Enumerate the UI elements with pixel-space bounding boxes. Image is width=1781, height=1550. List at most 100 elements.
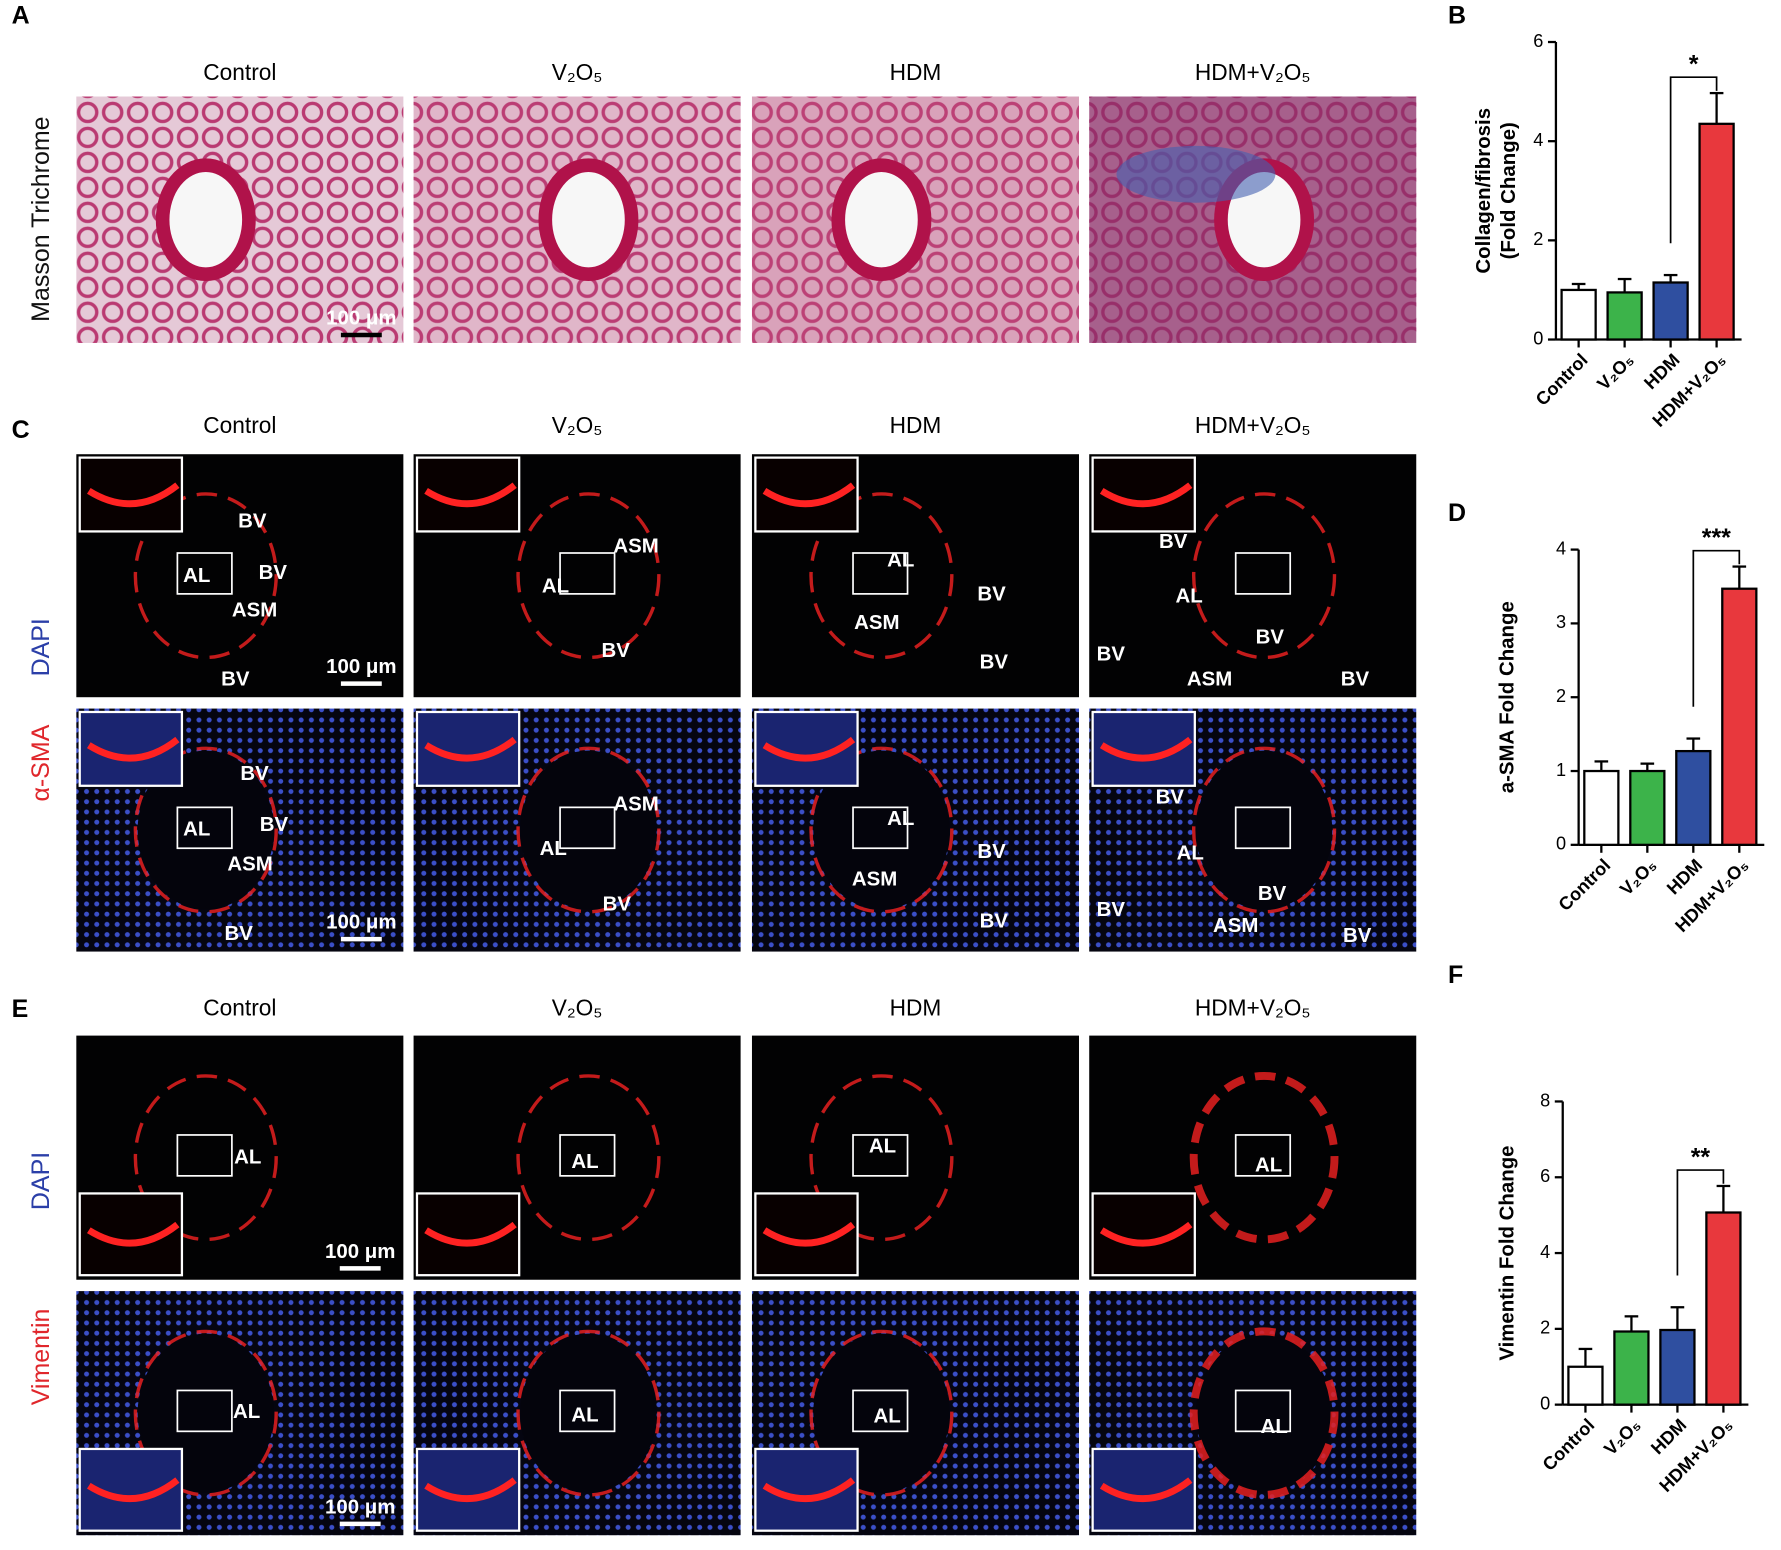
micrograph xyxy=(751,1035,1079,1280)
structure-label: BV xyxy=(1159,531,1188,553)
roi-box xyxy=(852,552,909,595)
inset-signal xyxy=(762,1221,856,1247)
micrograph xyxy=(413,1035,741,1280)
y-axis-label: a-SMA Fold Change xyxy=(1497,601,1519,793)
structure-label: BV xyxy=(225,923,254,945)
inset-signal xyxy=(762,482,856,508)
airway xyxy=(538,158,639,282)
structure-label: ASM xyxy=(1187,669,1232,691)
roi-box xyxy=(852,1134,909,1177)
structure-label: BV xyxy=(980,652,1009,674)
structure-label: AL xyxy=(234,1147,261,1169)
column-title: V₂O₅ xyxy=(552,994,603,1020)
column-title: HDM+V₂O₅ xyxy=(1195,994,1311,1020)
structure-label: BV xyxy=(980,910,1009,932)
inset-signal xyxy=(1099,482,1193,508)
bar xyxy=(1698,122,1735,341)
structure-label: AL xyxy=(571,1151,598,1173)
bar xyxy=(1652,281,1689,341)
x-tick-label: V₂O₅ xyxy=(1600,1415,1644,1459)
micrograph xyxy=(76,708,404,952)
y-tick-label: 6 xyxy=(1533,31,1543,51)
micrograph xyxy=(751,708,1079,952)
bar xyxy=(1606,291,1643,341)
y-axis-label: (Fold Change) xyxy=(1498,122,1520,259)
column-title: HDM xyxy=(890,994,942,1020)
lumen xyxy=(1195,750,1333,910)
structure-label: AL xyxy=(542,575,569,597)
airway-wall xyxy=(1191,492,1337,660)
scale-bar-label: 100 μm xyxy=(326,912,396,934)
lumen xyxy=(520,1333,657,1493)
bar xyxy=(1560,288,1597,341)
structure-label: ASM xyxy=(227,854,272,876)
structure-label: BV xyxy=(1341,669,1370,691)
y-tick-label: 0 xyxy=(1540,1393,1550,1413)
roi-box xyxy=(559,806,616,850)
micrograph xyxy=(1089,454,1417,698)
y-tick-label: 0 xyxy=(1533,328,1543,348)
airway-wall xyxy=(516,746,661,914)
structure-label: AL xyxy=(183,818,210,840)
airway-wall xyxy=(133,1329,278,1497)
bar xyxy=(1721,587,1758,846)
y-tick-label: 4 xyxy=(1533,130,1543,150)
micrograph xyxy=(413,1291,741,1536)
structure-label: BV xyxy=(977,841,1006,863)
inset-signal xyxy=(762,1477,856,1503)
structure-label: ASM xyxy=(1213,915,1258,937)
roi-box xyxy=(176,1134,233,1177)
inset-signal xyxy=(762,736,856,762)
airway-wall xyxy=(809,746,954,914)
micrograph xyxy=(1089,708,1417,952)
inset-signal xyxy=(1099,736,1193,762)
bar xyxy=(1659,1328,1696,1406)
row-label: α-SMA xyxy=(27,724,55,801)
airway-wall xyxy=(133,492,278,660)
row-label: DAPI xyxy=(27,618,55,676)
row-label: Vimentin xyxy=(27,1309,55,1406)
airway-wall xyxy=(1189,1071,1339,1244)
roi-box xyxy=(1234,806,1292,850)
bar xyxy=(1583,769,1620,846)
micrograph xyxy=(1089,1035,1417,1280)
airway-wall xyxy=(1191,746,1337,914)
column-title: HDM xyxy=(890,412,942,438)
structure-label: BV xyxy=(259,562,288,584)
structure-label: ASM xyxy=(852,868,897,890)
structure-label: ASM xyxy=(232,599,277,621)
structure-label: AL xyxy=(1176,586,1203,608)
lumen xyxy=(1195,1333,1333,1493)
column-title: Control xyxy=(203,412,276,438)
column-title: HDM xyxy=(890,59,942,85)
roi-box xyxy=(176,806,233,850)
scale-bar-label: 100 μm xyxy=(326,307,396,329)
scale-bar-label: 100 μm xyxy=(325,1241,395,1263)
micrograph xyxy=(413,96,741,343)
roi-box xyxy=(559,552,616,595)
inset-signal xyxy=(424,1477,517,1503)
micrograph xyxy=(751,1291,1079,1536)
roi-box xyxy=(852,806,909,850)
significance-label: * xyxy=(1689,50,1699,78)
y-tick-label: 6 xyxy=(1540,1166,1550,1186)
micrograph xyxy=(751,96,1079,343)
panel-letter: E xyxy=(12,995,29,1023)
inset-signal xyxy=(87,736,180,762)
scale-bar-label: 100 μm xyxy=(325,1496,395,1518)
airway-wall xyxy=(1189,1327,1339,1499)
airway-wall xyxy=(516,492,661,660)
row-label: DAPI xyxy=(27,1152,55,1210)
column-title: Control xyxy=(203,994,276,1020)
y-tick-label: 0 xyxy=(1556,834,1566,854)
structure-label: AL xyxy=(887,549,914,571)
micrograph xyxy=(751,454,1079,698)
micrograph xyxy=(76,96,404,343)
micrograph xyxy=(76,454,404,698)
inset-signal xyxy=(424,1221,517,1247)
airway xyxy=(155,158,256,282)
bar xyxy=(1705,1211,1742,1406)
panel-letter: B xyxy=(1448,2,1466,30)
x-tick-label: Control xyxy=(1539,1415,1599,1475)
structure-label: AL xyxy=(1261,1416,1288,1438)
